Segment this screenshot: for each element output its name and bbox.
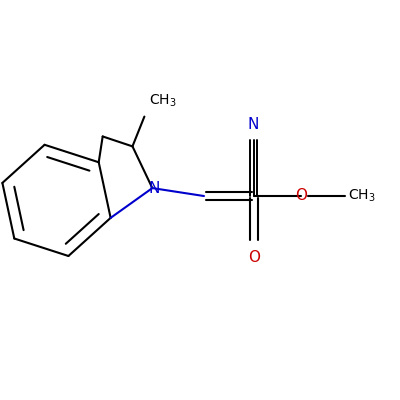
Text: N: N bbox=[149, 180, 160, 196]
Text: O: O bbox=[295, 188, 307, 203]
Text: CH$_3$: CH$_3$ bbox=[149, 93, 177, 110]
Text: N: N bbox=[248, 117, 259, 132]
Text: CH$_3$: CH$_3$ bbox=[348, 188, 376, 204]
Text: O: O bbox=[248, 250, 260, 266]
